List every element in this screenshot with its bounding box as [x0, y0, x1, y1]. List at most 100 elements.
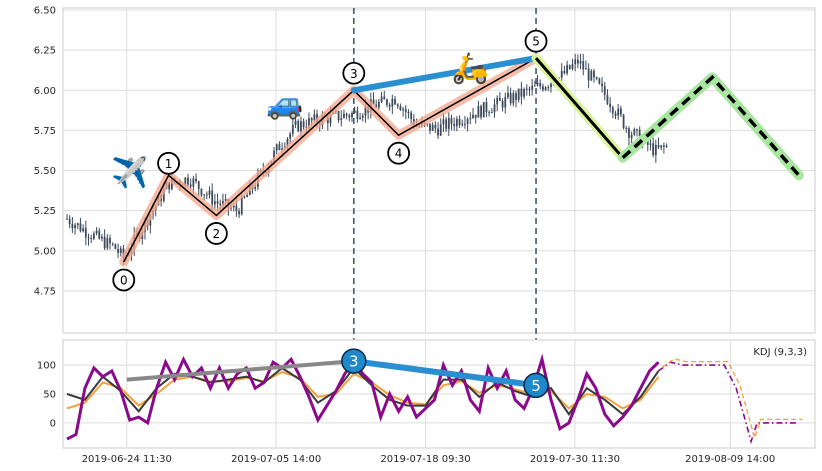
trend-line [350, 55, 539, 94]
projection-line [621, 74, 801, 177]
candle-body [388, 104, 391, 107]
wave-label-text: 2 [213, 227, 221, 241]
candle-body [431, 124, 434, 131]
candle-body [76, 223, 79, 226]
x-tick: 2019-07-30 11:30 [530, 454, 620, 465]
kdj-k-line [66, 366, 660, 416]
candle-body [291, 124, 294, 134]
candle-body [482, 102, 485, 118]
candle-body [119, 248, 122, 253]
candle-body [598, 78, 601, 84]
candle-body [300, 121, 302, 132]
wave-label-circle [524, 29, 548, 53]
price-overlays [119, 8, 804, 448]
candle-body [450, 117, 453, 124]
divergence-line [350, 358, 539, 389]
candle-body [235, 205, 238, 212]
candle-body [117, 249, 119, 253]
candle-body [582, 61, 585, 70]
price-y-tick: 5.00 [34, 246, 56, 257]
candle-body [563, 70, 566, 74]
candle-body [211, 190, 214, 205]
candle-body [649, 143, 652, 145]
candle-body [657, 144, 660, 148]
wave-label-circle [342, 61, 366, 85]
candle-body [216, 201, 219, 204]
candle-body [617, 108, 620, 116]
candle-body [614, 113, 617, 116]
candle-body [162, 189, 165, 201]
candle-body [396, 104, 399, 107]
candle-body [523, 89, 525, 97]
candle-body [103, 236, 106, 249]
candle-body [90, 237, 93, 239]
kdj-d-projection [661, 358, 803, 441]
candle-body [71, 224, 74, 229]
candle-body [101, 236, 103, 239]
candle-body [571, 64, 574, 69]
emoji-marker-1: ✈️ [111, 154, 148, 191]
candle-body [66, 218, 68, 220]
price-y-tick: 5.75 [34, 126, 56, 137]
indicator-trend-line [126, 359, 354, 382]
candle-body [114, 244, 117, 250]
candle-body [232, 205, 235, 208]
candle-body [453, 123, 456, 127]
price-y-tick: 6.50 [34, 6, 56, 17]
candle-body [289, 133, 292, 139]
candle-body [622, 114, 625, 129]
candle-body [222, 200, 224, 206]
candle-body [372, 99, 375, 105]
candle-body [652, 143, 655, 156]
candle-body [485, 102, 488, 113]
candle-body [106, 237, 109, 249]
candle-body [601, 83, 603, 87]
candle-body [340, 118, 343, 121]
candle-body [625, 128, 628, 130]
x-tick: 2019-07-05 14:00 [231, 454, 321, 465]
candle-body [345, 113, 348, 116]
candle-body [595, 77, 598, 79]
candle-body [281, 148, 283, 151]
candle-body [437, 128, 439, 136]
candle-body [461, 123, 464, 125]
candle-body [547, 87, 550, 89]
wave-label-0: 0 [112, 268, 136, 292]
candle-body [353, 110, 356, 113]
candle-body [98, 230, 101, 239]
candle-body [399, 106, 402, 111]
candle-body [310, 118, 313, 121]
kdj-j-projection [658, 361, 799, 445]
candle-body [528, 88, 531, 90]
candle-body [550, 83, 552, 88]
wave-label-text: 1 [165, 157, 173, 171]
candle-body [82, 228, 85, 232]
divergence-label-text: 5 [531, 377, 541, 395]
candle-body [633, 129, 636, 135]
price-y-tick: 6.00 [34, 86, 56, 97]
candle-body [636, 129, 638, 131]
price-markers: 0 1 2 3 4 5 ✈️ 🚙 🛵 [111, 29, 548, 292]
candle-body [313, 114, 316, 121]
candle-body [377, 102, 380, 108]
candle-body [464, 123, 466, 125]
divergence-label-text: 3 [349, 353, 359, 371]
candle-body [447, 117, 450, 129]
candle-body [488, 112, 491, 114]
candle-body [493, 104, 496, 113]
candle-body [79, 223, 82, 232]
candle-body [68, 218, 71, 225]
candle-body [539, 82, 542, 87]
candle-body [361, 115, 364, 118]
candle-body [95, 230, 98, 234]
candle-body [507, 92, 509, 98]
candle-body [520, 88, 523, 97]
candle-body [498, 97, 501, 101]
candle-body [195, 178, 197, 182]
candle-body [477, 105, 480, 118]
emoji-marker-3: 🚙 [266, 86, 303, 121]
wave-label-5: 5 [524, 29, 548, 53]
candle-body [348, 115, 351, 118]
x-tick: 2019-07-18 09:30 [380, 454, 470, 465]
